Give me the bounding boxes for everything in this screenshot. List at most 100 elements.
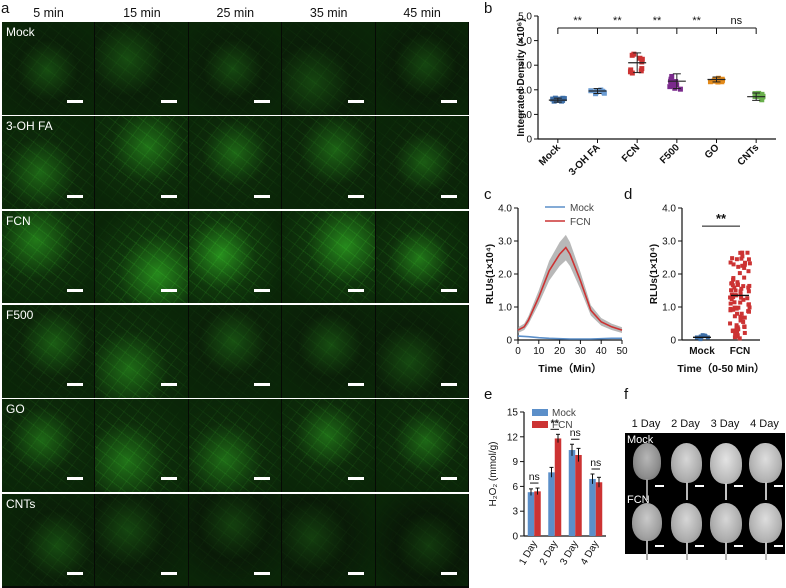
x-tick-label: F500 [658, 142, 682, 166]
microscopy-cell [188, 116, 282, 210]
data-point [730, 256, 735, 261]
significance-mark: ** [653, 15, 662, 27]
data-point [557, 96, 563, 102]
x-tick-label: 1 Day [517, 539, 540, 567]
y-tick-label: 2.0 [518, 85, 532, 96]
panel-a-microscopy-grid: Mock 3-OH FA FCN F500 GO CNTs [2, 22, 469, 588]
x-tick-label: 4 Day [579, 539, 602, 567]
data-point [732, 285, 737, 290]
bar [548, 472, 555, 536]
y-tick-label: 0 [506, 336, 512, 347]
scale-bar [440, 571, 457, 575]
scale-bar [347, 383, 364, 387]
significance-mark: ns [529, 471, 540, 483]
panel-c-letter: c [484, 186, 492, 203]
leaf-image [632, 443, 662, 480]
row-divider [2, 492, 469, 494]
series-line-mock [517, 335, 622, 340]
significance-mark: ** [716, 211, 727, 226]
x-tick-label: 20 [554, 346, 566, 357]
data-point [639, 59, 645, 65]
data-point [738, 289, 743, 294]
scale-bar [254, 100, 271, 104]
scale-bar [67, 477, 84, 481]
scale-bar [160, 100, 177, 104]
microscopy-cell [282, 116, 375, 210]
data-point [738, 314, 743, 319]
data-point [742, 315, 747, 320]
scale-bar [734, 545, 743, 547]
bar [595, 482, 603, 536]
data-point [550, 96, 556, 102]
y-axis-label: RLUs(1×10⁴) [649, 244, 660, 304]
leaf-petiole [646, 478, 648, 500]
scale-bar [347, 288, 364, 292]
microscopy-cell [2, 304, 95, 398]
data-point [746, 289, 751, 294]
legend-swatch [532, 409, 548, 416]
data-point [740, 254, 745, 259]
scale-bar [773, 485, 783, 487]
day-label: 3 Day [710, 418, 740, 430]
microscopy-cell [375, 304, 468, 398]
data-point [745, 296, 750, 301]
microscopy-cell [95, 304, 188, 398]
treatment-row-label: Mock [627, 434, 654, 446]
microscopy-cell [2, 493, 95, 587]
data-point [747, 305, 752, 310]
data-point [719, 79, 725, 85]
y-axis-label: H₂O₂ (mmol/g) [488, 442, 499, 507]
time-column-label: 35 min [309, 6, 348, 20]
data-point [728, 295, 733, 300]
scale-bar [694, 485, 704, 487]
y-tick-label: 2.0 [498, 270, 512, 281]
y-tick-label: 4.0 [498, 204, 512, 215]
y-tick-label: 3.0 [498, 237, 512, 248]
leaf-petiole [725, 482, 727, 500]
microscopy-cell [375, 399, 468, 492]
data-point [737, 336, 742, 341]
data-point [728, 260, 733, 265]
data-point [729, 292, 734, 297]
y-tick-label: 15 [507, 408, 519, 419]
microscopy-cell [188, 210, 282, 304]
time-column-label: 25 min [216, 6, 255, 20]
data-point [731, 307, 736, 312]
leaf-petiole [646, 540, 648, 560]
data-point [736, 327, 741, 332]
data-point [737, 271, 742, 276]
data-point [759, 97, 765, 103]
leaf-image [670, 443, 703, 483]
legend-label: Mock [552, 408, 577, 419]
data-point [739, 286, 744, 291]
microscopy-cell [95, 22, 188, 115]
data-point [738, 300, 743, 305]
microscopy-cell [375, 22, 468, 115]
y-tick-label: 3.0 [662, 237, 676, 248]
y-tick-label: 0 [670, 336, 676, 347]
data-point [746, 302, 751, 307]
data-point [730, 283, 735, 288]
microscopy-cell [95, 116, 188, 210]
data-point [742, 324, 747, 329]
scale-bar [254, 194, 271, 198]
x-tick-label: Mock [537, 142, 563, 168]
day-label: 4 Day [750, 418, 779, 430]
leaf-petiole [685, 481, 688, 500]
data-point [746, 269, 751, 274]
x-tick-label: 30 [575, 346, 587, 357]
scale-bar [254, 288, 271, 292]
microscopy-cell [2, 210, 95, 304]
microscopy-cell [282, 493, 375, 587]
data-point [702, 333, 707, 338]
leaf-image [670, 503, 703, 543]
data-point [733, 331, 738, 336]
x-tick-label: 3-OH FA [567, 142, 603, 178]
data-point [741, 297, 746, 302]
x-tick-label: 2 Day [538, 539, 561, 567]
y-tick-label: 6 [512, 482, 518, 493]
scale-bar [773, 545, 783, 547]
scale-bar [347, 194, 364, 198]
leaf-image [749, 443, 782, 484]
